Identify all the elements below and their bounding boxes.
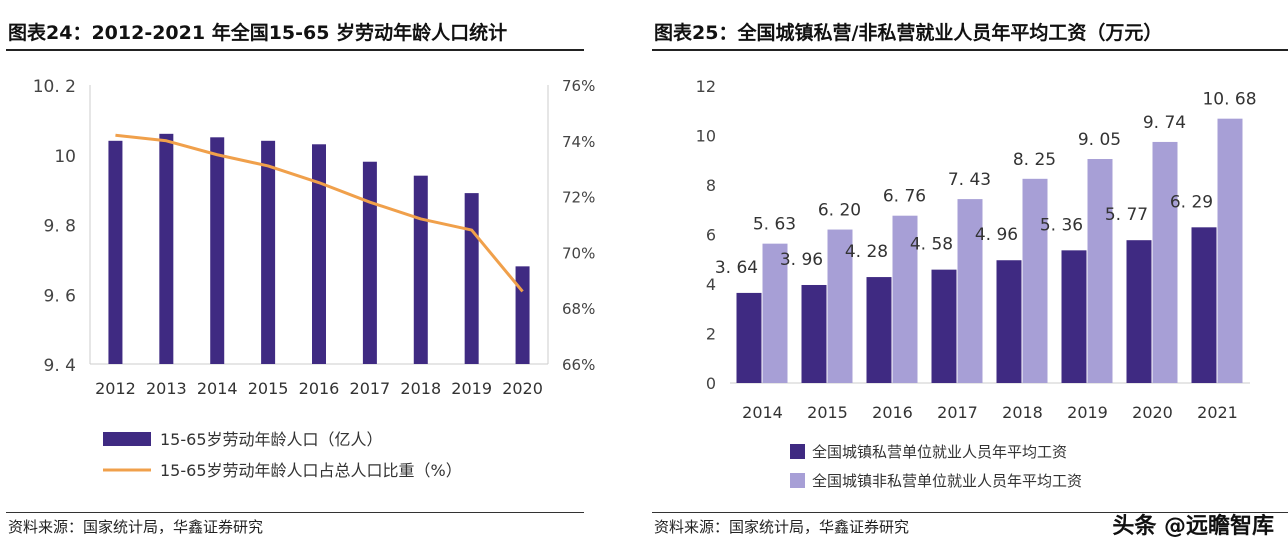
y2-tick-label: 72%	[562, 189, 595, 207]
legend-label: 全国城镇私营单位就业人员年平均工资	[812, 443, 1067, 461]
bar	[108, 140, 123, 364]
legend-label: 全国城镇非私营单位就业人员年平均工资	[812, 472, 1082, 490]
bar	[931, 269, 957, 383]
y-tick-label: 9. 6	[44, 286, 76, 306]
bar	[464, 193, 479, 364]
x-tick-label: 2019	[451, 379, 492, 398]
x-tick-label: 2016	[299, 379, 340, 398]
bar	[957, 199, 983, 383]
bar	[892, 215, 918, 383]
data-label: 9. 05	[1078, 130, 1121, 150]
x-tick-label: 2017	[937, 403, 978, 422]
data-label: 4. 96	[975, 225, 1018, 245]
x-tick-label: 2019	[1067, 403, 1108, 422]
x-tick-label: 2015	[807, 403, 848, 422]
x-tick-label: 2016	[872, 403, 913, 422]
x-tick-label: 2017	[350, 379, 391, 398]
y-tick-label: 2	[706, 325, 716, 344]
data-label: 4. 28	[845, 242, 888, 262]
data-label: 7. 43	[948, 170, 991, 190]
y-tick-label: 4	[706, 275, 716, 294]
bar	[1022, 178, 1048, 383]
data-label: 9. 74	[1143, 113, 1186, 133]
x-tick-label: 2020	[1132, 403, 1173, 422]
y2-tick-label: 76%	[562, 77, 595, 95]
x-tick-label: 2015	[248, 379, 289, 398]
y-tick-label: 9. 4	[44, 356, 76, 376]
x-tick-label: 2018	[400, 379, 441, 398]
data-label: 10. 68	[1202, 90, 1256, 110]
bar	[1126, 240, 1152, 383]
bar	[827, 229, 853, 383]
divider	[652, 512, 1288, 513]
x-tick-label: 2013	[146, 379, 187, 398]
legend-swatch-bar	[103, 432, 151, 446]
legend-swatch	[790, 473, 805, 488]
y2-tick-label: 68%	[562, 300, 595, 318]
data-label: 5. 63	[753, 215, 796, 235]
right-source: 资料来源：国家统计局，华鑫证券研究	[654, 518, 910, 536]
legend-label: 15-65岁劳动年龄人口占总人口比重（%）	[160, 461, 462, 480]
data-label: 5. 36	[1040, 215, 1083, 235]
watermark: 头条 @远瞻智库	[1112, 514, 1274, 539]
data-label: 5. 77	[1105, 205, 1148, 225]
y2-tick-label: 70%	[562, 244, 595, 262]
y2-tick-label: 74%	[562, 133, 595, 151]
bar	[1152, 141, 1178, 383]
legend-swatch	[790, 444, 805, 459]
bar	[159, 133, 174, 364]
left-chart-title: 图表24：2012-2021 年全国15-65 岁劳动年龄人口统计	[8, 22, 508, 44]
y-tick-label: 12	[696, 77, 716, 96]
legend-label: 15-65岁劳动年龄人口（亿人）	[160, 430, 383, 449]
data-label: 8. 25	[1013, 150, 1056, 170]
x-tick-label: 2020	[502, 379, 543, 398]
bar	[801, 284, 827, 383]
y-tick-label: 6	[706, 226, 716, 245]
bar	[210, 137, 225, 364]
y-tick-label: 10	[54, 147, 76, 167]
bar	[736, 292, 762, 383]
divider	[652, 49, 1288, 51]
x-tick-label: 2018	[1002, 403, 1043, 422]
divider	[6, 512, 584, 513]
data-label: 3. 64	[715, 258, 758, 278]
bar	[413, 175, 428, 364]
divider	[6, 49, 584, 51]
bar	[1217, 118, 1243, 384]
data-label: 6. 20	[818, 201, 861, 221]
x-tick-label: 2012	[95, 379, 136, 398]
right-chart-title: 图表25：全国城镇私营/非私营就业人员年平均工资（万元）	[654, 22, 1163, 44]
y-tick-label: 0	[706, 374, 716, 393]
y-tick-label: 10. 2	[33, 77, 76, 97]
bar	[996, 260, 1022, 383]
x-tick-label: 2014	[197, 379, 238, 398]
data-label: 6. 29	[1170, 192, 1213, 212]
data-label: 6. 76	[883, 187, 926, 207]
y-tick-label: 9. 8	[44, 217, 76, 237]
bar	[1087, 159, 1113, 383]
data-label: 4. 58	[910, 235, 953, 255]
data-label: 3. 96	[780, 250, 823, 270]
bar	[1191, 227, 1217, 383]
bar	[362, 161, 377, 364]
left-source: 资料来源：国家统计局，华鑫证券研究	[8, 518, 264, 536]
y-tick-label: 8	[706, 176, 716, 195]
bar	[866, 277, 892, 383]
left-chart: 9. 4 9. 6 9. 8 10 10. 2 66% 68% 70% 72% 74% 76% 201…	[33, 77, 596, 480]
right-chart: 0 2 4 6 8 10 12 3. 64 5. 63 2014 3. 96 6. 20 2015 4. …	[696, 77, 1257, 490]
bar	[261, 140, 276, 364]
bar	[762, 243, 788, 383]
bar	[1061, 250, 1087, 383]
bar	[312, 144, 326, 364]
x-tick-label: 2021	[1197, 403, 1238, 422]
x-tick-label: 2014	[742, 403, 783, 422]
y2-tick-label: 66%	[562, 356, 595, 374]
y-tick-label: 10	[696, 127, 716, 146]
bar	[515, 266, 530, 364]
